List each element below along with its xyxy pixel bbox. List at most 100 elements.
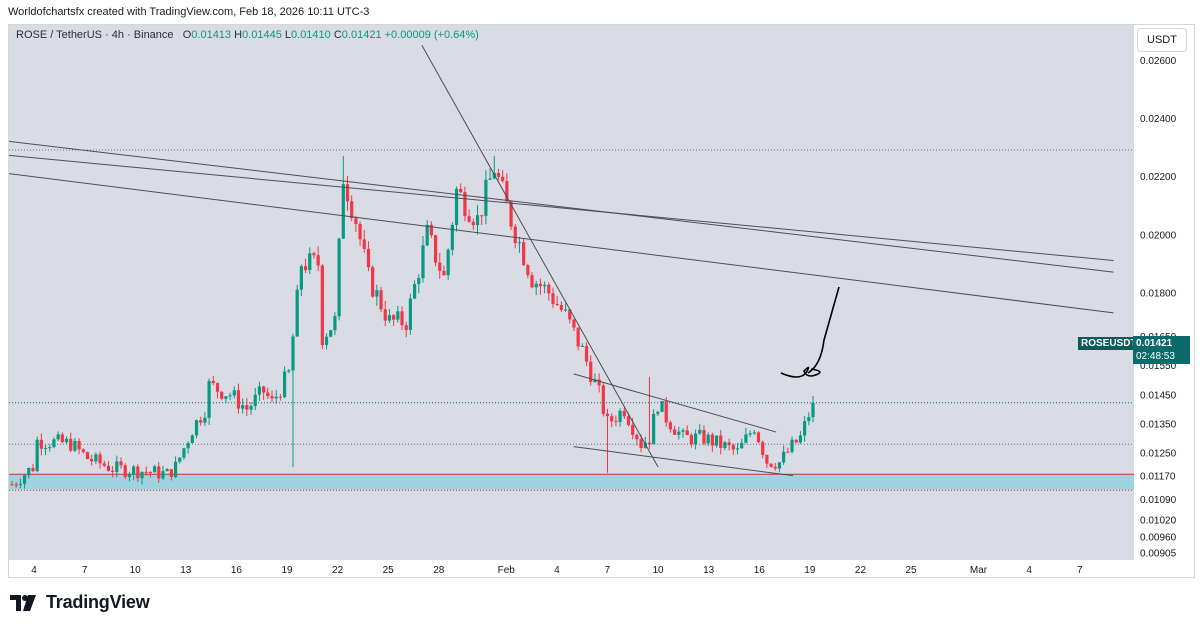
candle-body[interactable] xyxy=(572,319,576,328)
candle-body[interactable] xyxy=(601,385,605,414)
candle-body[interactable] xyxy=(35,439,39,472)
trendline-0[interactable] xyxy=(9,170,1114,314)
candle-body[interactable] xyxy=(647,442,652,445)
candle-body[interactable] xyxy=(471,221,475,226)
candle-body[interactable] xyxy=(631,424,635,435)
candle-body[interactable] xyxy=(794,439,798,443)
chart-canvas[interactable]: 0.026000.024000.022000.020000.018000.016… xyxy=(9,25,1194,577)
candle-body[interactable] xyxy=(278,396,282,398)
candle-body[interactable] xyxy=(169,469,173,478)
candle-body[interactable] xyxy=(761,442,765,455)
candle-body[interactable] xyxy=(27,467,31,476)
candle-body[interactable] xyxy=(132,466,136,475)
candle-body[interactable] xyxy=(807,417,811,422)
candle-body[interactable] xyxy=(404,325,408,330)
candle-body[interactable] xyxy=(589,361,593,383)
candle-body[interactable] xyxy=(723,442,727,448)
candle-body[interactable] xyxy=(656,411,660,414)
candle-body[interactable] xyxy=(52,439,56,448)
candle-body[interactable] xyxy=(241,405,245,409)
candle-body[interactable] xyxy=(593,379,597,383)
candle-body[interactable] xyxy=(85,452,90,460)
candle-body[interactable] xyxy=(417,278,421,285)
candle-body[interactable] xyxy=(727,442,731,446)
candle-body[interactable] xyxy=(702,429,706,444)
candle-body[interactable] xyxy=(505,181,509,202)
candle-body[interactable] xyxy=(295,289,299,337)
candle-body[interactable] xyxy=(102,463,106,466)
candle-body[interactable] xyxy=(387,315,392,321)
candle-body[interactable] xyxy=(459,188,463,193)
candle-body[interactable] xyxy=(421,245,425,279)
candle-body[interactable] xyxy=(710,434,714,446)
candle-body[interactable] xyxy=(475,215,480,226)
candle-body[interactable] xyxy=(392,315,396,320)
hand-drawn-loop[interactable] xyxy=(780,366,821,378)
candle-body[interactable] xyxy=(622,410,626,417)
candle-body[interactable] xyxy=(773,466,777,469)
candle-body[interactable] xyxy=(551,293,555,305)
candle-body[interactable] xyxy=(660,401,664,412)
candle-body[interactable] xyxy=(752,432,756,434)
candle-body[interactable] xyxy=(358,223,362,240)
candle-body[interactable] xyxy=(580,345,584,347)
candle-body[interactable] xyxy=(73,440,77,451)
candle-body[interactable] xyxy=(282,371,287,398)
candle-body[interactable] xyxy=(178,457,182,462)
candle-body[interactable] xyxy=(270,396,274,399)
candle-body[interactable] xyxy=(316,255,320,266)
candle-body[interactable] xyxy=(668,422,673,430)
candle-body[interactable] xyxy=(706,434,710,444)
candle-body[interactable] xyxy=(735,448,740,450)
candle-body[interactable] xyxy=(740,442,744,449)
candle-body[interactable] xyxy=(777,462,782,469)
legend-symbol[interactable]: ROSE / TetherUS · 4h · Binance xyxy=(16,29,174,41)
candle-body[interactable] xyxy=(253,394,257,407)
candle-body[interactable] xyxy=(266,392,270,397)
candle-body[interactable] xyxy=(173,461,178,478)
candle-body[interactable] xyxy=(337,238,341,317)
candle-body[interactable] xyxy=(513,226,517,244)
candle-body[interactable] xyxy=(182,448,186,458)
candle-body[interactable] xyxy=(90,459,94,462)
candle-body[interactable] xyxy=(543,284,547,287)
candle-body[interactable] xyxy=(685,430,689,436)
candle-body[interactable] xyxy=(43,447,48,449)
candle-body[interactable] xyxy=(194,420,199,436)
candle-body[interactable] xyxy=(111,470,115,473)
candle-body[interactable] xyxy=(425,224,429,246)
candle-body[interactable] xyxy=(756,432,761,443)
candle-body[interactable] xyxy=(492,173,496,179)
candle-body[interactable] xyxy=(320,265,324,346)
candle-body[interactable] xyxy=(249,406,253,410)
candle-body[interactable] xyxy=(639,439,643,449)
candle-body[interactable] xyxy=(467,216,471,222)
candle-body[interactable] xyxy=(69,438,73,451)
candle-body[interactable] xyxy=(618,410,622,423)
candle-body[interactable] xyxy=(333,316,337,331)
candle-body[interactable] xyxy=(291,336,295,371)
candle-body[interactable] xyxy=(534,283,538,288)
candle-body[interactable] xyxy=(714,435,719,446)
candle-body[interactable] xyxy=(509,201,513,227)
candle-body[interactable] xyxy=(584,345,589,362)
candle-body[interactable] xyxy=(350,201,354,219)
candle-body[interactable] xyxy=(517,242,522,244)
candle-body[interactable] xyxy=(769,463,773,467)
candle-body[interactable] xyxy=(190,435,194,444)
candle-body[interactable] xyxy=(375,290,379,297)
candle-body[interactable] xyxy=(555,304,559,306)
candle-body[interactable] xyxy=(408,298,413,330)
candle-body[interactable] xyxy=(211,380,215,384)
candle-body[interactable] xyxy=(236,390,241,409)
candle-body[interactable] xyxy=(693,433,698,445)
candle-body[interactable] xyxy=(220,391,224,399)
candle-body[interactable] xyxy=(312,253,316,256)
candle-body[interactable] xyxy=(81,449,85,453)
tradingview-logo[interactable]: TradingView xyxy=(10,592,150,613)
candle-body[interactable] xyxy=(215,383,220,392)
candle-body[interactable] xyxy=(106,465,111,471)
candle-body[interactable] xyxy=(597,379,601,386)
candle-body[interactable] xyxy=(530,275,534,288)
candle-body[interactable] xyxy=(371,267,375,297)
